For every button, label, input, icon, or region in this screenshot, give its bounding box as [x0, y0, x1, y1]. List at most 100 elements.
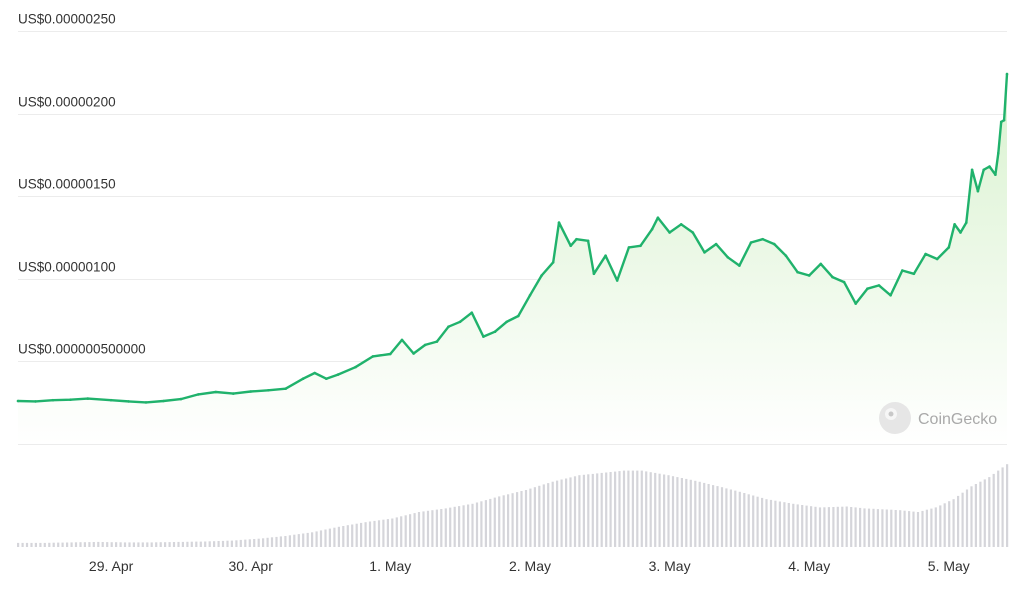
price-point [650, 227, 654, 231]
volume-bar [422, 511, 425, 547]
volume-bar [150, 542, 153, 547]
price-point [714, 242, 718, 246]
volume-bar [177, 541, 180, 547]
volume-bar [181, 541, 184, 547]
price-point [953, 223, 956, 226]
volume-bar [547, 483, 550, 547]
volume-bar [712, 485, 715, 547]
volume-bar [649, 472, 652, 547]
volume-bar [529, 488, 532, 547]
volume-bar [761, 497, 764, 547]
volume-bar [725, 488, 728, 547]
price-point [458, 320, 462, 324]
price-point [889, 294, 892, 297]
price-point [924, 252, 927, 256]
volume-bar [199, 541, 202, 547]
volume-bar [524, 490, 528, 547]
price-point [423, 343, 427, 347]
price-point [988, 165, 991, 168]
volume-bar [489, 498, 492, 547]
volume-bar [827, 507, 830, 547]
volume-bar [542, 484, 545, 547]
price-point [976, 189, 980, 193]
volume-bar [257, 538, 260, 547]
volume-bar [921, 510, 924, 547]
volume-bar [818, 507, 822, 547]
price-point [266, 389, 270, 392]
volume-bar [930, 508, 933, 547]
volume-bar [253, 539, 256, 547]
volume-bar [400, 516, 403, 547]
volume-bar [689, 479, 692, 547]
price-point [965, 221, 968, 224]
volume-bar [569, 477, 572, 547]
volume-bar [484, 500, 487, 547]
price-point [575, 237, 578, 241]
volume-bar [449, 507, 452, 547]
volume-bar [872, 508, 875, 547]
volume-bar [168, 542, 171, 547]
volume-bar [765, 499, 768, 547]
price-point [127, 400, 130, 403]
volume-bar [462, 505, 465, 547]
price-point [313, 371, 317, 375]
volume-bar [79, 542, 82, 547]
volume-bar [1006, 464, 1009, 547]
volume-bar [502, 495, 505, 547]
volume-bar [752, 495, 755, 547]
price-point [639, 244, 642, 248]
volume-bar [101, 542, 104, 547]
price-point [982, 168, 985, 172]
volume-bar [654, 472, 657, 547]
price-point [249, 390, 252, 393]
volume-bar [836, 506, 839, 547]
volume-bar [266, 537, 269, 547]
volume-bar [34, 542, 37, 547]
volume-bar [988, 477, 991, 547]
volume-bar [908, 511, 911, 547]
price-area [18, 74, 1007, 444]
y-tick-label: US$0.00000200 [18, 95, 116, 110]
volume-bar [141, 542, 144, 547]
volume-bar [204, 541, 207, 547]
price-point [505, 320, 509, 324]
x-tick-label: 4. May [788, 558, 830, 574]
volume-bar [297, 534, 300, 547]
volume-bar [694, 480, 697, 547]
volume-bar [600, 472, 603, 547]
volume-bar [1001, 467, 1004, 547]
y-tick-label: US$0.00000150 [18, 177, 116, 192]
volume-bar [132, 542, 135, 547]
volume-bar [992, 473, 995, 547]
volume-bar [217, 541, 220, 547]
volume-bar [324, 529, 327, 547]
volume-bar [66, 542, 69, 547]
price-point [615, 279, 619, 282]
price-point [935, 257, 939, 261]
price-point [627, 246, 631, 249]
volume-bar [319, 530, 323, 547]
volume-bar [413, 513, 416, 547]
price-point [517, 314, 520, 318]
volume-bar [867, 508, 871, 547]
volume-bar [279, 536, 282, 547]
volume-bar [738, 491, 741, 547]
x-tick-label: 2. May [509, 558, 551, 574]
volume-bar [21, 542, 24, 547]
volume-bar [159, 542, 162, 547]
volume-bar [587, 474, 590, 547]
volume-bar [164, 542, 167, 547]
volume-bar [239, 539, 242, 547]
coingecko-logo-pupil-icon [888, 411, 894, 417]
volume-bar [391, 518, 394, 547]
price-point [179, 397, 183, 401]
price-point [214, 390, 218, 394]
volume-bar [511, 493, 514, 547]
volume-bar [382, 519, 385, 547]
price-point [842, 280, 846, 284]
price-point [447, 325, 450, 329]
volume-bar [293, 534, 296, 547]
volume-bar [591, 473, 594, 547]
price-point [807, 274, 811, 277]
